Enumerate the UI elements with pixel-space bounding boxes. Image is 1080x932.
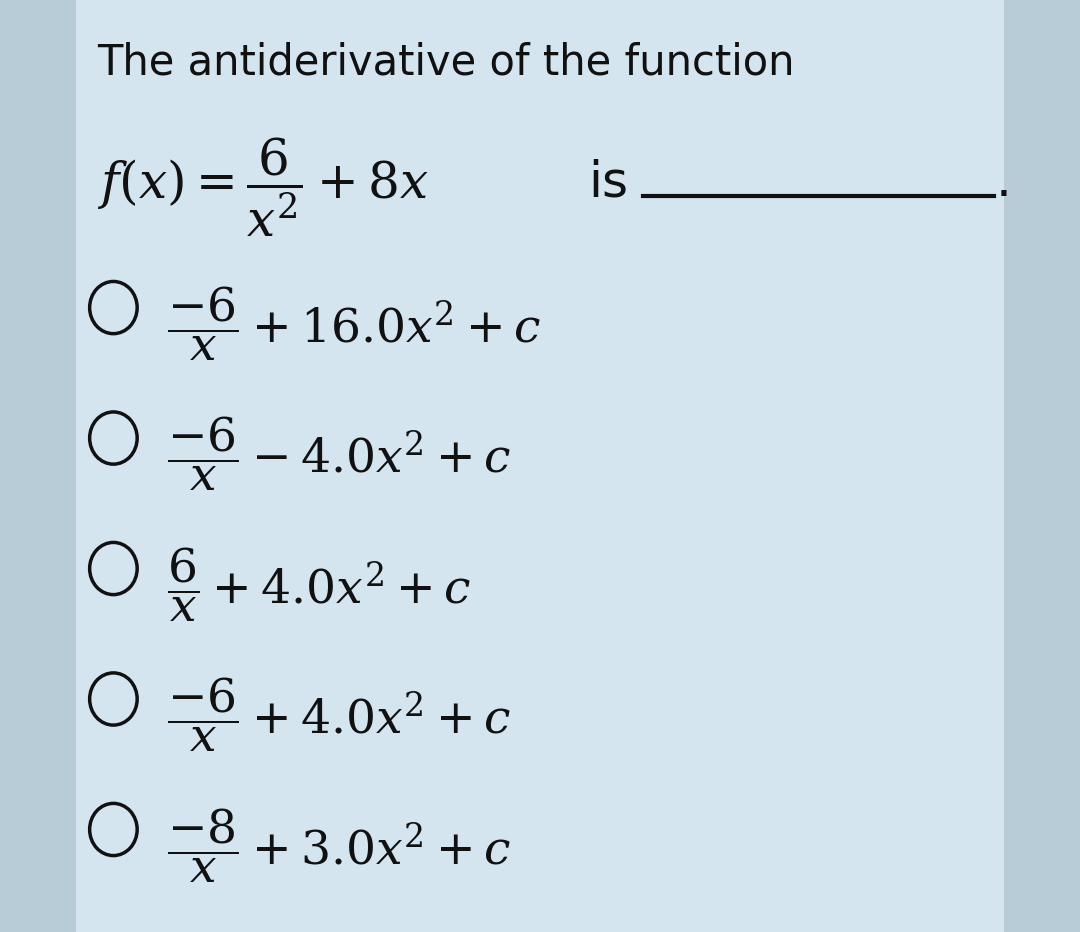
- Bar: [0, 0, 76, 932]
- Text: $\dfrac{6}{x} + 4.0x^2 + c$: $\dfrac{6}{x} + 4.0x^2 + c$: [167, 545, 472, 624]
- Text: $\dfrac{-6}{x} + 16.0x^2 + c$: $\dfrac{-6}{x} + 16.0x^2 + c$: [167, 284, 541, 363]
- Bar: [1004, 0, 1080, 932]
- Text: .: .: [996, 158, 1012, 207]
- Text: $\dfrac{-8}{x} + 3.0x^2 + c$: $\dfrac{-8}{x} + 3.0x^2 + c$: [167, 806, 512, 885]
- Text: $\dfrac{-6}{x} + 4.0x^2 + c$: $\dfrac{-6}{x} + 4.0x^2 + c$: [167, 676, 512, 755]
- Text: $f(x) = \dfrac{6}{x^2} + 8x$: $f(x) = \dfrac{6}{x^2} + 8x$: [97, 135, 429, 239]
- Text: $\dfrac{-6}{x} - 4.0x^2 + c$: $\dfrac{-6}{x} - 4.0x^2 + c$: [167, 415, 512, 494]
- Text: The antiderivative of the function: The antiderivative of the function: [97, 42, 795, 84]
- Text: is: is: [589, 158, 629, 207]
